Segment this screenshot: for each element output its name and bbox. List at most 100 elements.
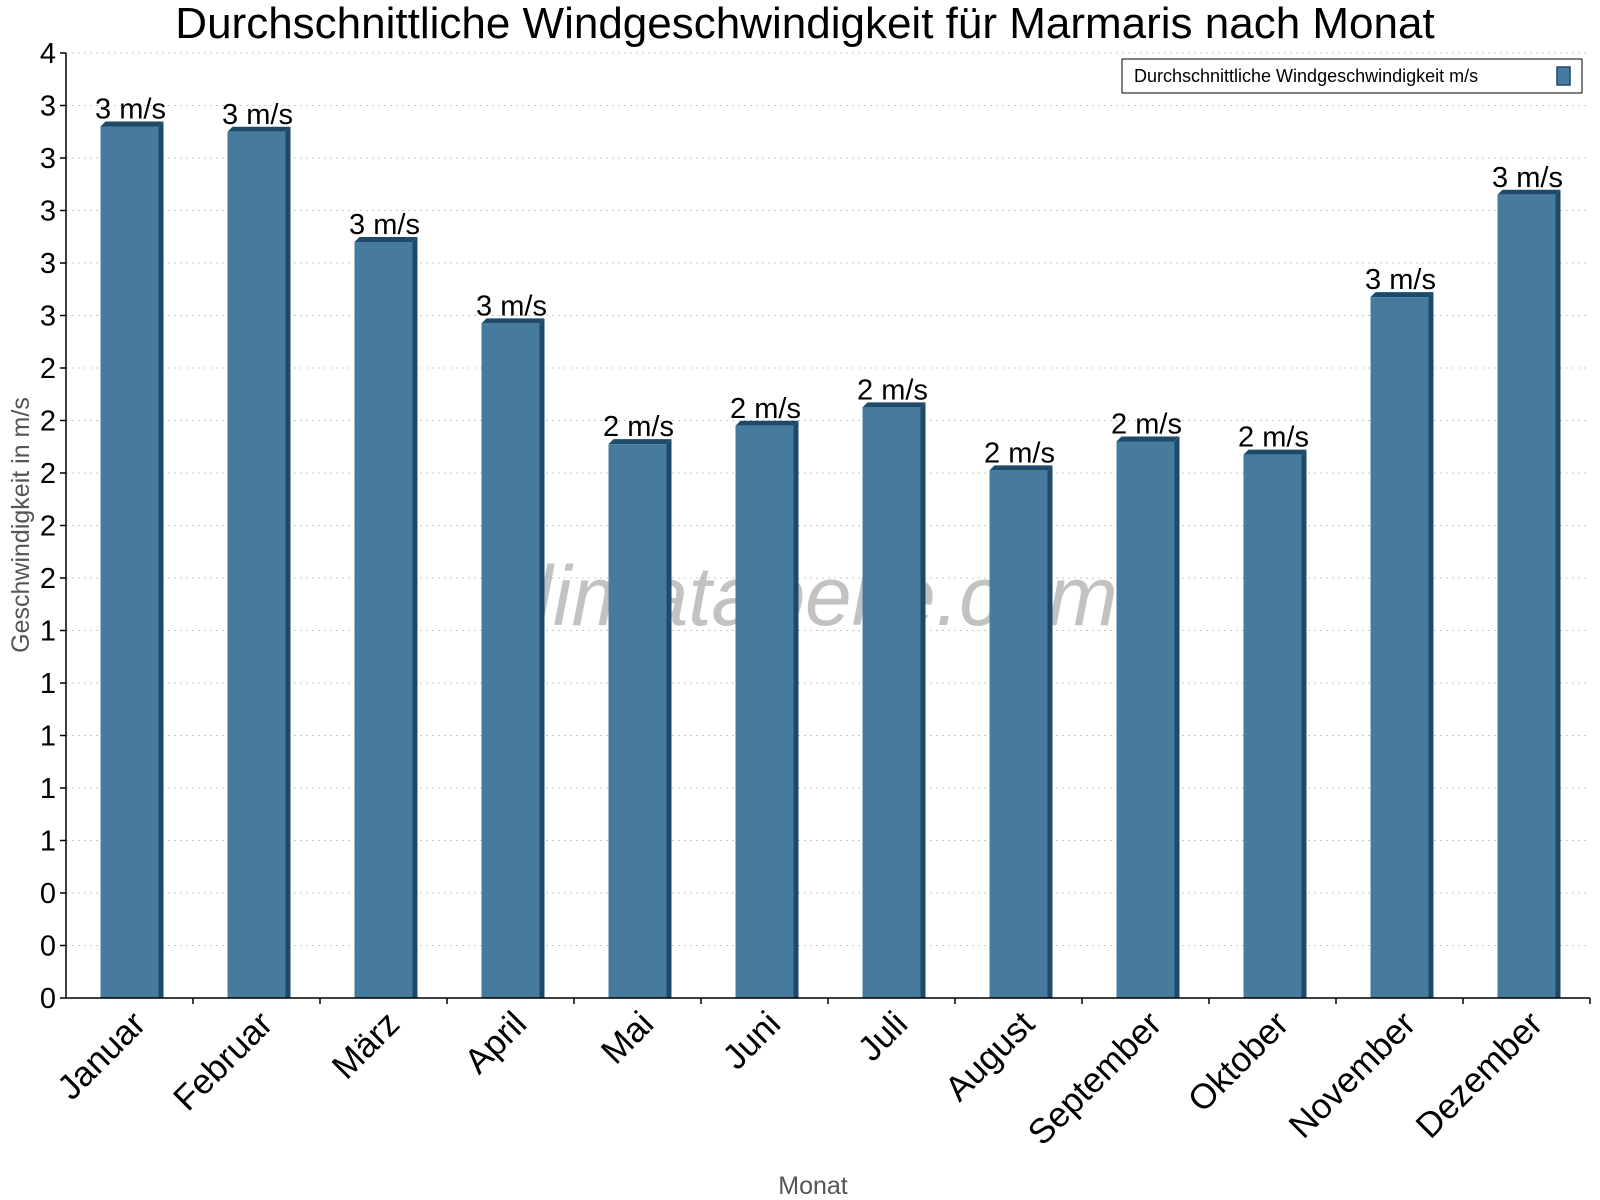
- y-tick-label: 1: [40, 668, 56, 700]
- bar: [227, 126, 291, 998]
- bar-top: [1497, 189, 1561, 195]
- y-tick-label: 2: [40, 458, 56, 490]
- legend-swatch: [1556, 66, 1571, 86]
- bar-face: [862, 407, 921, 998]
- x-axis-title: Monat: [778, 1172, 848, 1200]
- y-tick-label: 1: [40, 826, 56, 858]
- bar: [989, 465, 1053, 998]
- bar: [862, 402, 926, 998]
- y-tick-label: 2: [40, 406, 56, 438]
- bar: [1243, 449, 1307, 998]
- bar-face: [1116, 441, 1175, 998]
- bar: [481, 318, 545, 998]
- y-tick-label: 1: [40, 721, 56, 753]
- data-label: 3 m/s: [1492, 162, 1563, 194]
- y-tick-label: 3: [40, 248, 56, 280]
- y-tick-label: 3: [40, 143, 56, 175]
- x-tick-label: Oktober: [1181, 1004, 1297, 1120]
- bar-top: [862, 402, 926, 408]
- y-tick-label: 1: [40, 616, 56, 648]
- bar-face: [735, 425, 794, 998]
- legend-box: [1121, 58, 1583, 94]
- legend: Durchschnittliche Windgeschwindigkeit m/…: [1121, 58, 1583, 94]
- bar-side: [1301, 449, 1307, 998]
- bar-top: [354, 237, 418, 242]
- y-tick-label: 3: [40, 301, 56, 333]
- bar: [1116, 436, 1180, 998]
- bar-side: [1047, 465, 1053, 998]
- bar-face: [481, 323, 540, 998]
- x-tick-label: April: [457, 1004, 534, 1081]
- y-tick-label: 3: [40, 91, 56, 123]
- bar-face: [989, 470, 1048, 998]
- bar-face: [1370, 297, 1429, 998]
- bar-top: [1243, 449, 1307, 455]
- bars: [100, 121, 1561, 998]
- data-label: 3 m/s: [222, 99, 293, 131]
- bar: [354, 237, 418, 998]
- x-tick-label: Juli: [850, 1004, 915, 1069]
- y-axis-title: Geschwindigkeit in m/s: [7, 397, 35, 653]
- grid-lines: [66, 52, 1590, 946]
- y-tick-label: 2: [40, 563, 56, 595]
- bar-face: [100, 126, 159, 998]
- bar-side: [539, 318, 545, 998]
- bar-side: [285, 126, 291, 998]
- x-tick-label: September: [1021, 1004, 1170, 1153]
- bar: [735, 420, 799, 998]
- x-tick-label: Mai: [594, 1004, 661, 1071]
- y-tick-label: 2: [40, 353, 56, 385]
- data-label: 2 m/s: [984, 437, 1055, 469]
- bar-face: [227, 131, 286, 998]
- bar-top: [227, 126, 291, 132]
- x-tick-labels: Januar Februar März April Mai Juni Juli AugustS…: [50, 998, 1591, 1153]
- x-tick-label: Januar: [50, 1004, 153, 1107]
- bar: [100, 121, 164, 998]
- x-tick-label: März: [325, 1004, 408, 1087]
- legend-label: Durchschnittliche Windgeschwindigkeit m/…: [1134, 66, 1478, 86]
- data-labels: 3 m/s 3 m/s 3 m/s 3 m/s 2 m/s 2 m/s 2 m/s 2 m/s…: [95, 94, 1563, 470]
- bar-face: [1243, 454, 1302, 998]
- bar-side: [793, 420, 799, 998]
- bar: [1497, 189, 1561, 998]
- y-tick-label: 3: [40, 196, 56, 228]
- y-tick-label: 0: [40, 878, 56, 910]
- bar-top: [1116, 436, 1180, 442]
- bar-face: [1497, 194, 1556, 998]
- bar-side: [1555, 189, 1561, 998]
- y-tick-label: 1: [40, 773, 56, 805]
- chart-title: Durchschnittliche Windgeschwindigkeit fü…: [175, 0, 1434, 48]
- data-label: 2 m/s: [1111, 409, 1182, 441]
- bar-side: [920, 402, 926, 998]
- data-label: 2 m/s: [1238, 422, 1309, 454]
- bar-side: [1428, 292, 1434, 998]
- bar-face: [608, 444, 667, 998]
- bar: [608, 439, 672, 998]
- data-label: 2 m/s: [730, 393, 801, 425]
- bar: [1370, 292, 1434, 998]
- bar-top: [735, 420, 799, 426]
- bar-side: [412, 237, 418, 998]
- data-label: 2 m/s: [857, 374, 928, 406]
- x-tick-label: Juni: [715, 1004, 788, 1077]
- y-tick-label: 0: [40, 983, 56, 1015]
- data-label: 2 m/s: [603, 411, 674, 443]
- data-label: 3 m/s: [95, 94, 166, 126]
- bar-top: [481, 318, 545, 324]
- y-tick-label: 0: [40, 931, 56, 963]
- y-tick-label: 2: [40, 511, 56, 543]
- bar-side: [158, 121, 164, 998]
- bar-face: [354, 242, 413, 998]
- bar-top: [989, 465, 1053, 471]
- bar-side: [1174, 436, 1180, 998]
- y-tick-labels: 0 0 0 1 1 1 1 1 2 2 2 2 2 3 3 3 3 3 4: [40, 38, 66, 1015]
- x-tick-label: November: [1281, 1004, 1423, 1146]
- y-tick-label: 4: [40, 38, 56, 70]
- data-label: 3 m/s: [476, 290, 547, 322]
- bar-top: [100, 121, 164, 127]
- x-tick-label: August: [938, 1004, 1043, 1109]
- data-label: 3 m/s: [1365, 264, 1436, 296]
- bar-top: [1370, 292, 1434, 298]
- data-label: 3 m/s: [349, 209, 420, 241]
